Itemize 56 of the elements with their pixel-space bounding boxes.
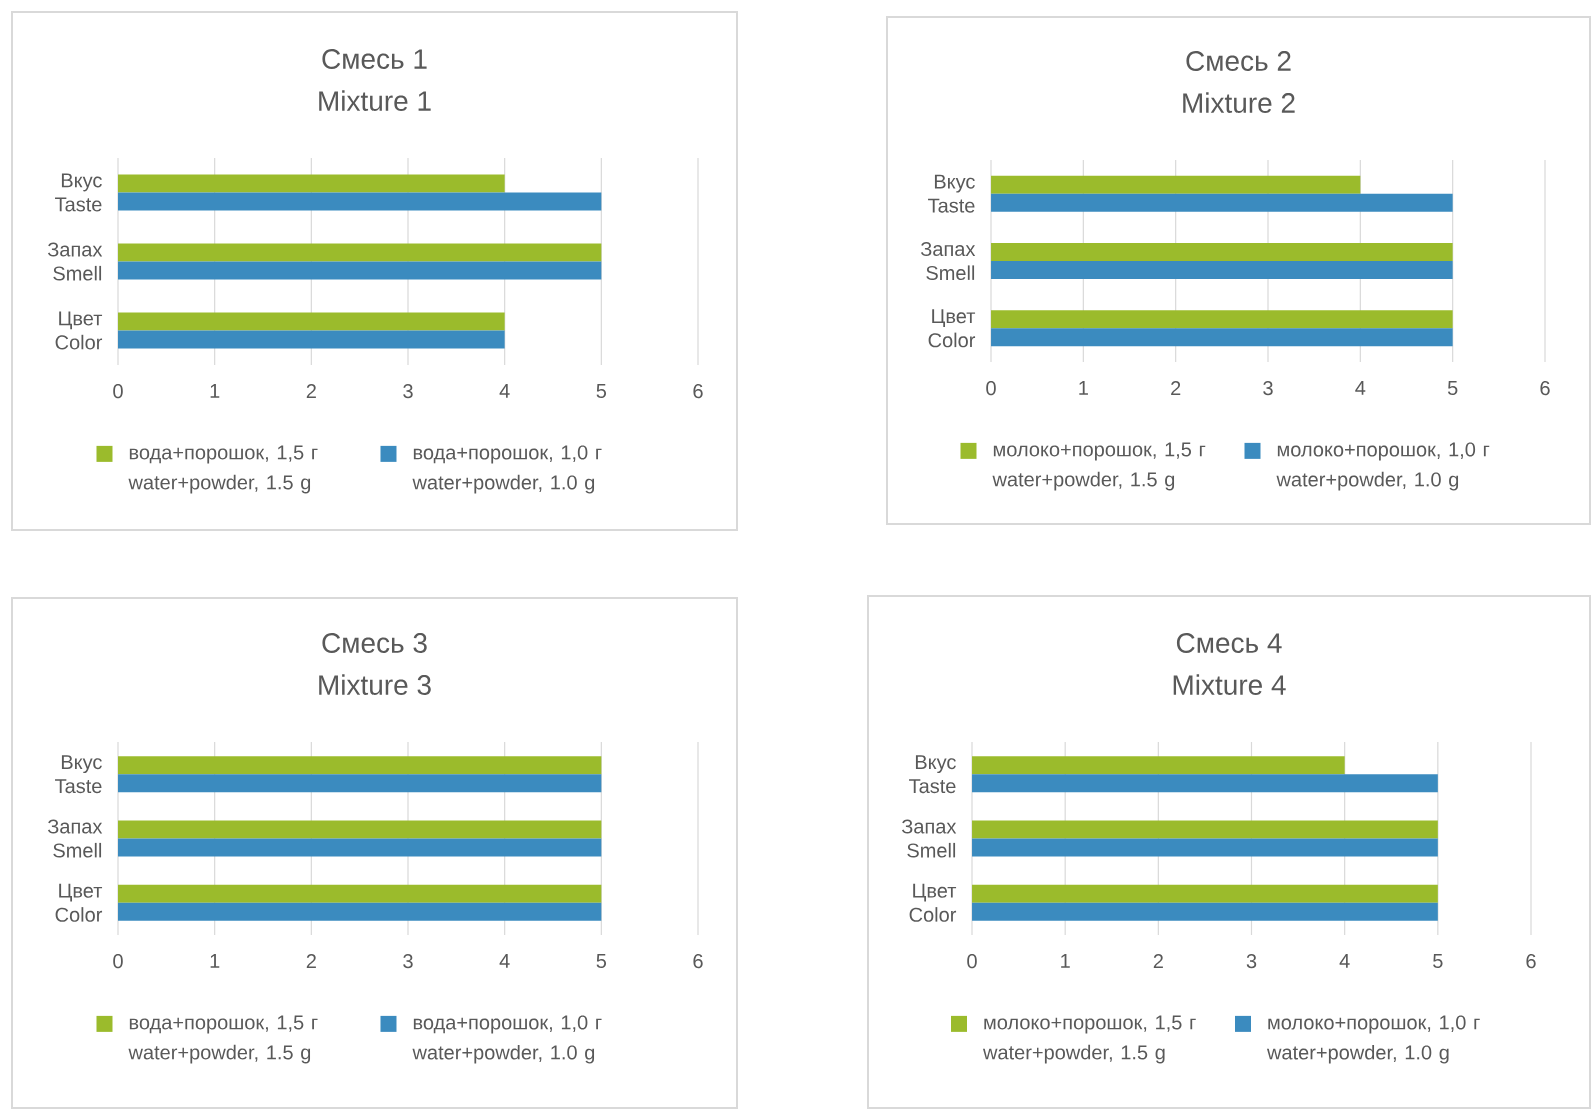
y-tick-label: Цвет Color [909,883,957,922]
chart-title: Смесь 2 [1186,51,1291,71]
chart-subtitle: Mixture 4 [1173,674,1286,695]
y-tick-label: Цвет Color [928,309,976,348]
x-tick-label: 0 [113,954,123,969]
legend-label: вода+порошок, 1,0 г water+powder, 1.0 g [412,445,602,494]
y-tick-label: Цвет Color [55,883,103,922]
y-tick-label: Вкус Taste [928,174,975,213]
x-tick-label: 5 [1447,381,1458,396]
x-tick-label: 2 [306,384,316,399]
x-tick-label: 3 [403,384,413,399]
y-tick-label: Запах Smell [47,242,103,281]
x-tick-label: 0 [113,384,123,399]
x-tick-label: 1 [210,384,220,398]
x-tick-label: 3 [403,954,413,969]
x-tick-label: 6 [1540,381,1550,396]
legend-label: молоко+порошок, 1,5 г water+powder, 1.5 g [992,442,1206,491]
x-tick-label: 3 [1246,954,1257,969]
x-tick-label: 3 [1263,381,1273,396]
x-tick-label: 6 [1526,954,1536,969]
legend-label: вода+порошок, 1,5 г water+powder, 1.5 g [128,1015,318,1064]
y-tick-label: Вкус Taste [55,173,102,212]
legend-label: вода+порошок, 1,0 г water+powder, 1.0 g [412,1015,602,1064]
chart-subtitle: Mixture 2 [1183,92,1295,113]
chart-subtitle: Mixture 3 [319,674,431,695]
y-tick-label: Запах Smell [901,819,957,858]
x-tick-label: 4 [499,384,510,398]
x-tick-label: 6 [693,954,703,969]
x-tick-label: 1 [210,954,220,968]
chart-title: Смесь 4 [1176,633,1282,653]
y-tick-label: Запах Smell [920,241,976,281]
chart-title: Смесь 1 [322,49,427,69]
chart-subtitle: Mixture 1 [319,90,431,111]
x-tick-label: 4 [1339,954,1350,968]
y-tick-label: Цвет Color [55,311,103,350]
legend-label: вода+порошок, 1,5 г water+powder, 1.5 g [128,445,318,494]
legend-label: молоко+порошок, 1,0 г water+powder, 1.0 g [1266,1015,1480,1064]
x-tick-label: 1 [1079,381,1088,395]
x-tick-label: 6 [693,384,703,399]
x-tick-label: 4 [1355,381,1366,395]
chart-title: Смесь 3 [322,633,427,653]
x-tick-label: 4 [499,954,510,968]
legend-label: молоко+порошок, 1,5 г water+powder, 1.5 g [982,1015,1196,1064]
legend-label: молоко+порошок, 1,0 г water+powder, 1.0 g [1276,442,1490,491]
x-tick-label: 5 [596,954,607,969]
x-tick-label: 2 [1153,954,1163,969]
x-tick-label: 2 [1171,381,1181,396]
y-tick-label: Вкус Taste [909,755,956,794]
x-tick-label: 5 [596,384,607,399]
y-tick-label: Вкус Taste [55,755,102,794]
x-tick-label: 0 [986,381,996,396]
x-tick-label: 5 [1433,954,1443,969]
x-tick-label: 2 [306,954,316,969]
x-tick-label: 1 [1061,954,1070,968]
x-tick-label: 0 [967,954,977,969]
y-tick-label: Запах Smell [47,819,103,858]
